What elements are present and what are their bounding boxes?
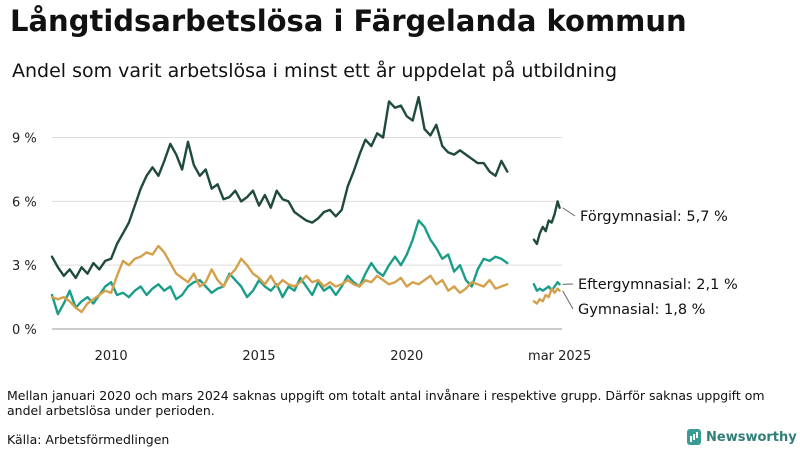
series-end-label: Gymnasial: 1,8 % xyxy=(578,302,705,318)
page-title: Långtidsarbetslösa i Färgelanda kommun xyxy=(10,4,687,38)
series-end-label: Förgymnasial: 5,7 % xyxy=(580,209,728,225)
end-label-connector-2 xyxy=(562,290,574,310)
bar-chart-icon xyxy=(687,429,701,445)
y-tick-label: 3 % xyxy=(12,259,37,274)
y-tick-label: 6 % xyxy=(12,195,37,210)
end-label-connector-0 xyxy=(562,207,576,217)
page-subtitle: Andel som varit arbetslösa i minst ett å… xyxy=(12,60,618,82)
y-tick-label: 9 % xyxy=(12,132,37,147)
y-tick-label: 0 % xyxy=(12,323,37,338)
footnote: Mellan januari 2020 och mars 2024 saknas… xyxy=(7,388,765,418)
series-line-0 xyxy=(50,95,561,280)
x-tick-label: 2020 xyxy=(390,349,423,364)
end-labels: Förgymnasial: 5,7 % Eftergymnasial: 2,1 %… xyxy=(562,207,738,318)
brand-logo[interactable]: Newsworthy xyxy=(687,429,797,445)
x-tick-label: mar 2025 xyxy=(528,349,591,364)
x-tick-label: 2015 xyxy=(242,349,275,364)
series-line-1 xyxy=(50,219,561,316)
source-note: Källa: Arbetsförmedlingen xyxy=(7,432,170,447)
series-end-label: Eftergymnasial: 2,1 % xyxy=(578,277,738,293)
x-axis-ticks: 2010 2015 2020 mar 2025 xyxy=(95,349,592,364)
brand-name: Newsworthy xyxy=(706,429,797,445)
series-line-2 xyxy=(50,244,561,314)
x-tick-label: 2010 xyxy=(95,349,128,364)
line-chart: 0 % 3 % 6 % 9 % 2010 2015 2020 mar 2025 Förgym… xyxy=(12,95,738,364)
series-lines xyxy=(50,95,561,316)
